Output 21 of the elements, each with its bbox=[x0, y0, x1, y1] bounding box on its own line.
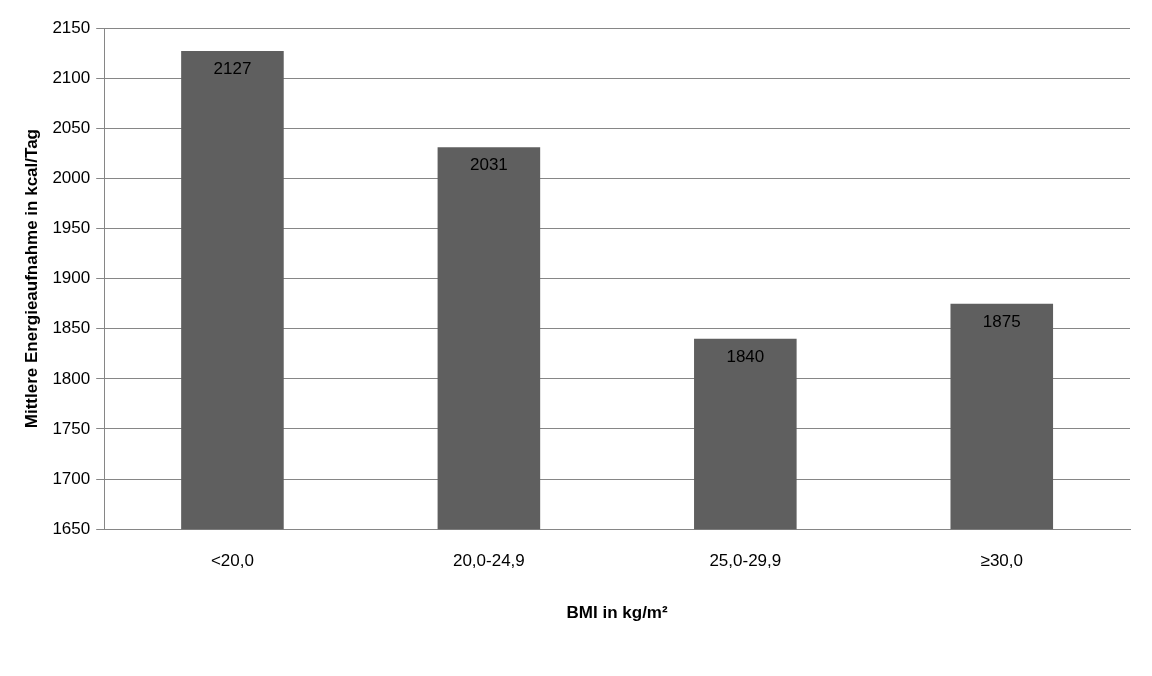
y-tick-label: 1750 bbox=[52, 418, 91, 438]
y-tick-label: 1800 bbox=[52, 368, 91, 388]
data-label: 2127 bbox=[213, 59, 252, 79]
x-tick-label: <20,0 bbox=[210, 551, 254, 571]
y-tick-label: 1850 bbox=[52, 318, 91, 338]
x-tick-label: ≥30,0 bbox=[980, 551, 1023, 571]
y-tick-label: 1950 bbox=[52, 218, 91, 238]
x-tick-label: 20,0-24,9 bbox=[452, 551, 525, 571]
data-label: 2031 bbox=[469, 155, 508, 175]
y-tick-label: 2000 bbox=[52, 168, 91, 188]
y-tick-label: 1900 bbox=[52, 268, 91, 288]
y-tick-label: 1650 bbox=[52, 518, 91, 538]
y-axis-title: Mittlere Energieaufnahme in kcal/Tag bbox=[21, 129, 41, 429]
x-tick-label: 25,0-29,9 bbox=[709, 551, 782, 571]
x-axis-title: BMI in kg/m² bbox=[566, 603, 668, 623]
y-tick-label: 2150 bbox=[52, 17, 91, 37]
y-tick-label: 1700 bbox=[52, 468, 91, 488]
y-tick-label: 2100 bbox=[52, 67, 91, 87]
data-label: 1840 bbox=[726, 346, 765, 366]
y-tick-label: 2050 bbox=[52, 117, 91, 137]
data-label: 1875 bbox=[982, 311, 1021, 331]
